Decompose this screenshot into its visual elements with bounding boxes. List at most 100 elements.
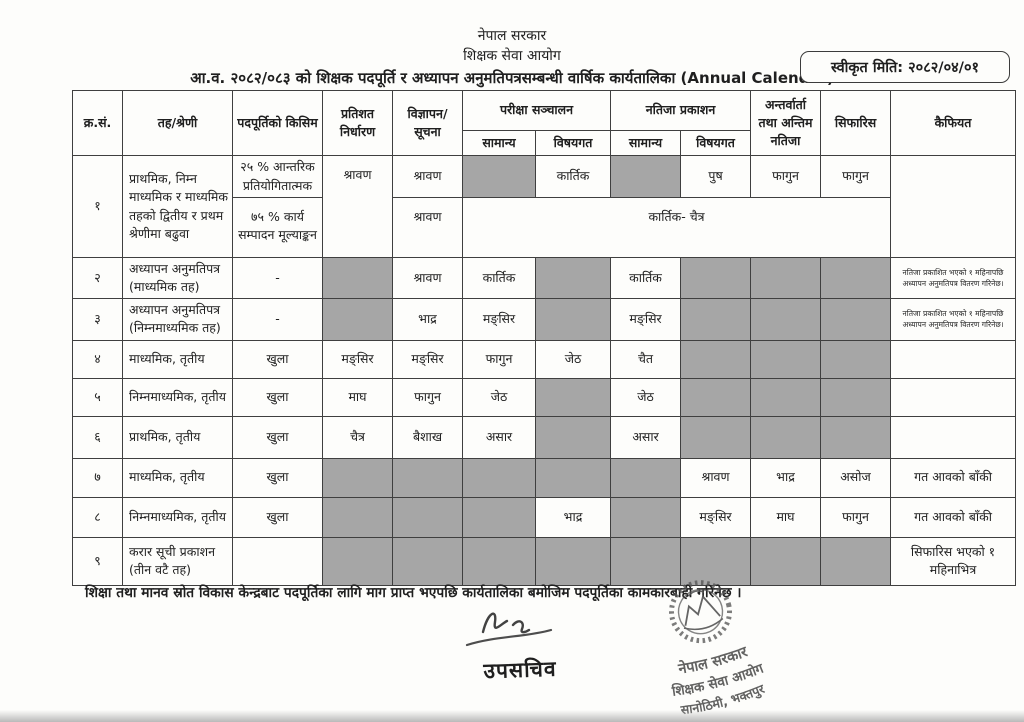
cell-result-subject-shaded	[680, 339, 752, 379]
office-stamp: नेपाल सरकार शिक्षक सेवा आयोग सानोठिमी, भ…	[618, 575, 798, 722]
approval-date-text: स्वीकृत मिति: २०८२/०४/०१	[830, 60, 980, 76]
cell-sn: ६	[72, 415, 123, 459]
cell-type: खुला	[232, 496, 323, 538]
cell-result-general: चैत	[610, 339, 682, 379]
cell-exam-subject-shaded	[534, 377, 612, 417]
cell-advert-shaded	[392, 457, 463, 498]
cell-level: माध्यमिक, तृतीय	[122, 339, 233, 379]
document-title: आ.व. २०८२/०८३ को शिक्षक पदपूर्ति र अध्या…	[190, 68, 834, 87]
annual-calendar-table-wrap: क्र.सं. तह/श्रेणी पदपूर्तिको किसिम प्रति…	[72, 90, 1017, 586]
cell-interview: माघ	[750, 496, 822, 538]
cell-remarks	[890, 415, 1017, 459]
cell-sn: ८	[72, 496, 123, 538]
signature-block: उपसचिव	[440, 602, 600, 684]
cell-recommendation: फागुन	[820, 155, 892, 198]
cell-recommendation-shaded	[820, 339, 892, 379]
cell-type: -	[232, 298, 323, 341]
table-row: १ प्राथमिक, निम्न माध्यमिक र माध्यमिक तह…	[72, 155, 1017, 258]
cell-result-subject-shaded	[680, 298, 752, 341]
approval-date-box: स्वीकृत मिति: २०८२/०४/०१	[800, 51, 1010, 83]
table-row: ७५ % कार्य सम्पादन मूल्याङ्कन श्रावण कार…	[73, 197, 1016, 258]
col-header-interview: अन्तर्वार्ता तथा अन्तिम नतिजा	[750, 90, 822, 156]
cell-exam-subject-shaded	[534, 536, 612, 586]
cell-exam-subject: कार्तिक	[534, 155, 612, 198]
table-row: ३ अध्यापन अनुमतिपत्र (निम्नमाध्यमिक तह) …	[72, 298, 1017, 341]
table-row: ४ माध्यमिक, तृतीय खुला मङ्सिर मङ्सिर फाग…	[72, 339, 1017, 379]
cell-remarks: गत आवको बाँकी	[890, 496, 1017, 538]
col-header-level: तह/श्रेणी	[122, 90, 233, 156]
cell-exam-subject: भाद्र	[534, 496, 612, 538]
cell-result-subject-shaded	[680, 536, 752, 586]
cell-recommendation-shaded	[820, 415, 892, 459]
cell-sn: १	[72, 155, 123, 258]
cell-result-general-shaded	[610, 155, 682, 198]
cell-percent-shaded	[322, 298, 393, 341]
cell-level: माध्यमिक, तृतीय	[122, 457, 233, 498]
handwritten-signature	[465, 612, 553, 647]
table-row: २ अध्यापन अनुमतिपत्र (माध्यमिक तह) - श्र…	[72, 256, 1017, 300]
cell-sn: २	[72, 256, 123, 300]
cell-type	[232, 536, 323, 586]
cell-percent: श्रावण	[322, 155, 393, 258]
cell-type: खुला	[232, 415, 323, 459]
cell-result-subject-shaded	[680, 377, 752, 417]
cell-recommendation: असोज	[820, 457, 892, 498]
stamp-mountain-emblem	[684, 594, 721, 626]
cell-result-subject-shaded	[680, 415, 752, 459]
cell-type: -	[232, 256, 323, 300]
cell-interview-shaded	[750, 536, 822, 586]
cell-result-subject-shaded	[680, 256, 752, 300]
stamp-garland-circle	[669, 580, 733, 644]
cell-exam-subject-shaded	[534, 298, 612, 341]
cell-interview-shaded	[750, 377, 822, 417]
cell-advert-shaded	[392, 496, 463, 538]
cell-advert-shaded	[392, 536, 463, 586]
cell-exam-subject: जेठ	[534, 339, 612, 379]
cell-result-general: कार्तिक	[610, 256, 682, 300]
cell-exam-general: जेठ	[462, 377, 536, 417]
cell-interview-shaded	[750, 298, 822, 341]
cell-level: अध्यापन अनुमतिपत्र (माध्यमिक तह)	[122, 256, 233, 300]
table-row: ९ करार सूची प्रकाशन (तीन वटै तह) सिफारिस…	[72, 536, 1017, 586]
cell-exam-general-shaded	[462, 155, 536, 198]
cell-recommendation-shaded	[820, 377, 892, 417]
col-subheader-exam-general: सामान्य	[462, 130, 536, 156]
col-subheader-exam-subject: विषयगत	[534, 130, 612, 156]
cell-exam-subject-shaded	[534, 256, 612, 300]
annual-calendar-table: क्र.सं. तह/श्रेणी पदपूर्तिको किसिम प्रति…	[72, 90, 1017, 586]
cell-result-general: असार	[610, 415, 682, 459]
col-header-advert: विज्ञापन/ सूचना	[392, 90, 463, 156]
cell-remarks	[890, 155, 1017, 258]
commission-line: शिक्षक सेवा आयोग	[463, 48, 561, 65]
cell-type: खुला	[232, 339, 323, 379]
cell-level: प्राथमिक, तृतीय	[122, 415, 233, 459]
cell-exam-subject-shaded	[534, 415, 612, 459]
cell-sn: ७	[72, 457, 123, 498]
col-header-sn: क्र.सं.	[72, 90, 123, 156]
table-row: ८ निम्नमाध्यमिक, तृतीय खुला भाद्र मङ्सिर…	[72, 496, 1017, 538]
cell-level: प्राथमिक, निम्न माध्यमिक र माध्यमिक तहको…	[122, 155, 233, 258]
cell-recommendation-shaded	[820, 298, 892, 341]
cell-remarks: नतिजा प्रकाशित भएको १ महिनापछि अध्यापन अ…	[890, 298, 1017, 341]
cell-percent: माघ	[322, 377, 393, 417]
cell-result-general: मङ्सिर	[610, 298, 682, 341]
cell-exam-general: फागुन	[462, 339, 536, 379]
cell-type: खुला	[232, 457, 323, 498]
cell-remarks: नतिजा प्रकाशित भएको १ महिनापछि अध्यापन अ…	[890, 256, 1017, 300]
cell-type: २५ % आन्तरिक प्रतियोगितात्मक	[232, 155, 323, 198]
cell-interview: भाद्र	[750, 457, 822, 498]
cell-interview-shaded	[750, 415, 822, 459]
cell-exam-general-shaded	[462, 536, 536, 586]
cell-remarks	[890, 377, 1017, 417]
cell-sn: ४	[72, 339, 123, 379]
cell-recommendation: फागुन	[820, 496, 892, 538]
cell-recommendation-shaded	[820, 256, 892, 300]
cell-advert: फागुन	[392, 377, 463, 417]
cell-advert: बैशाख	[392, 415, 463, 459]
cell-result-subject: मङ्सिर	[680, 496, 752, 538]
col-header-remarks: कैफियत	[890, 90, 1017, 156]
cell-type: खुला	[232, 377, 323, 417]
cell-level: निम्नमाध्यमिक, तृतीय	[122, 496, 233, 538]
col-header-percent: प्रतिशत निर्धारण	[322, 90, 393, 156]
